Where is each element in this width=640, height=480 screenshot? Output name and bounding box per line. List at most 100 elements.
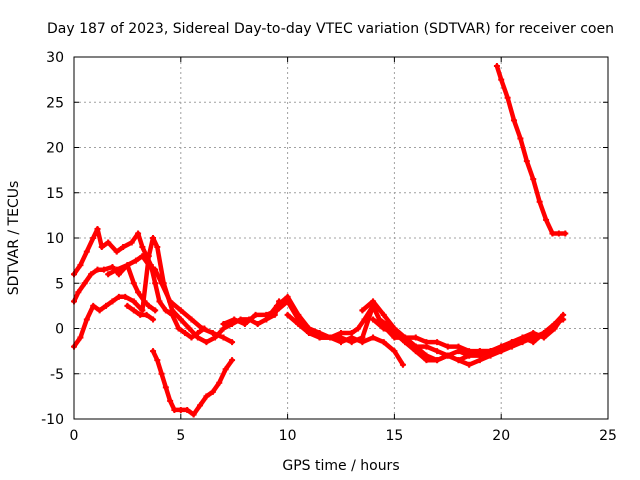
- data-point: [220, 334, 227, 341]
- data-point: [263, 316, 270, 323]
- data-point: [549, 230, 556, 237]
- data-point: [113, 248, 120, 255]
- data-point: [98, 244, 105, 251]
- data-point: [130, 307, 137, 314]
- data-point: [327, 334, 334, 341]
- data-point: [348, 334, 355, 341]
- y-tick-label: 30: [46, 50, 64, 66]
- y-tick-label: -5: [50, 367, 64, 383]
- data-point: [137, 311, 144, 318]
- data-point: [511, 117, 518, 124]
- data-point: [444, 352, 451, 359]
- data-point: [130, 298, 137, 305]
- data-point: [167, 298, 174, 305]
- data-point: [156, 298, 163, 305]
- data-point: [540, 330, 547, 337]
- data-point: [203, 339, 210, 346]
- data-point: [109, 263, 116, 270]
- data-point: [216, 379, 223, 386]
- data-point: [517, 135, 524, 142]
- series-line-arc-9: [285, 312, 406, 367]
- data-point: [391, 348, 398, 355]
- data-point: [113, 266, 120, 273]
- data-point: [376, 316, 383, 323]
- data-point: [412, 334, 419, 341]
- y-tick-label: 0: [55, 322, 64, 338]
- data-point: [77, 334, 84, 341]
- y-tick-label: 15: [46, 186, 64, 202]
- data-point: [150, 316, 157, 323]
- data-point: [252, 311, 259, 318]
- data-point: [359, 339, 366, 346]
- y-tick-label: 25: [46, 95, 64, 111]
- data-point: [273, 302, 280, 309]
- data-point: [402, 339, 409, 346]
- data-point: [434, 357, 441, 364]
- data-point: [169, 307, 176, 314]
- axis-ticks: 0 5 10 15 20 25 -10 -5 0 5 10 15 20 25 30: [41, 50, 617, 444]
- data-point: [177, 316, 184, 323]
- data-point: [124, 302, 131, 309]
- data-point: [177, 406, 184, 413]
- data-point: [158, 370, 165, 377]
- data-point: [88, 271, 95, 278]
- data-point: [135, 230, 142, 237]
- data-point: [83, 248, 90, 255]
- data-point: [197, 402, 204, 409]
- data-point: [487, 352, 494, 359]
- y-tick-label: 5: [55, 276, 64, 292]
- data-point: [498, 348, 505, 355]
- data-point: [190, 411, 197, 418]
- data-point: [158, 280, 165, 287]
- data-point: [167, 397, 174, 404]
- data-point: [229, 339, 236, 346]
- data-point: [122, 293, 129, 300]
- data-point: [132, 257, 139, 264]
- data-point: [162, 307, 169, 314]
- data-point: [241, 320, 248, 327]
- data-point: [284, 293, 291, 300]
- series-line-arc-12: [494, 63, 568, 236]
- x-tick-label: 5: [176, 428, 185, 444]
- data-point: [380, 311, 387, 318]
- data-point: [128, 239, 135, 246]
- data-point: [209, 388, 216, 395]
- data-point: [115, 271, 122, 278]
- data-point: [94, 225, 101, 232]
- data-point: [105, 239, 112, 246]
- data-point: [154, 357, 161, 364]
- data-point: [508, 343, 515, 350]
- x-tick-label: 10: [279, 428, 297, 444]
- data-point: [135, 289, 142, 296]
- data-point: [543, 216, 550, 223]
- data-point: [150, 235, 157, 241]
- data-point: [359, 307, 366, 314]
- y-tick-label: 10: [46, 231, 64, 247]
- data-point: [231, 316, 238, 323]
- grid: [74, 57, 608, 419]
- data-point: [188, 316, 195, 323]
- data-point: [152, 266, 159, 273]
- data-point: [493, 63, 500, 70]
- data-point: [152, 280, 159, 287]
- data-point: [203, 393, 210, 400]
- data-point: [143, 311, 150, 318]
- data-point: [476, 357, 483, 364]
- data-point: [199, 325, 206, 332]
- data-point: [96, 307, 103, 314]
- data-point: [177, 307, 184, 314]
- data-point: [83, 316, 90, 323]
- data-point: [75, 289, 82, 296]
- data-point: [412, 348, 419, 355]
- data-point: [551, 320, 558, 327]
- data-point: [109, 298, 116, 305]
- data-point: [77, 262, 84, 269]
- data-point: [444, 343, 451, 350]
- data-point: [186, 325, 193, 332]
- data-point: [150, 348, 157, 355]
- x-axis-label: GPS time / hours: [282, 458, 399, 474]
- data-point: [466, 361, 473, 368]
- data-point: [182, 330, 189, 337]
- data-point: [188, 334, 195, 341]
